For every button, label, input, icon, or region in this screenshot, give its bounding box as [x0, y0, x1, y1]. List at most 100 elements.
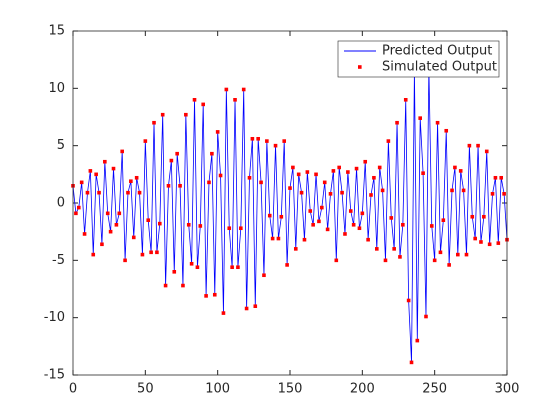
marker [322, 180, 327, 185]
y-tick-label: -15 [44, 368, 65, 383]
x-tick-label: 300 [495, 382, 520, 397]
marker [461, 188, 466, 193]
marker [198, 224, 203, 228]
marker [204, 294, 208, 298]
marker [91, 252, 96, 257]
marker [438, 250, 443, 255]
marker [473, 236, 477, 241]
marker [435, 120, 440, 125]
marker [201, 102, 205, 107]
marker [82, 232, 87, 236]
marker [88, 169, 93, 173]
marker [403, 98, 408, 102]
x-tick-label: 50 [137, 382, 154, 397]
marker [372, 175, 376, 180]
marker [366, 237, 370, 242]
marker [265, 139, 269, 143]
marker [317, 219, 321, 224]
marker [348, 209, 353, 213]
marker [444, 128, 449, 133]
marker [398, 255, 402, 259]
marker [210, 151, 214, 156]
marker [192, 98, 197, 102]
y-tick-label: 10 [48, 81, 65, 96]
marker [487, 242, 492, 247]
marker [288, 186, 292, 190]
marker [415, 338, 420, 343]
y-tick-label: 5 [57, 138, 65, 153]
marker [270, 236, 275, 241]
marker [325, 227, 330, 232]
marker [363, 159, 368, 164]
marker [166, 184, 171, 188]
marker [131, 235, 136, 240]
legend-label: Predicted Output [382, 44, 492, 59]
marker [97, 190, 101, 195]
y-tick-label: 0 [57, 196, 65, 211]
marker [328, 192, 333, 196]
marker [291, 165, 295, 170]
marker [389, 216, 394, 220]
x-tick-label: 0 [69, 382, 77, 397]
marker [129, 179, 133, 184]
marker [189, 261, 194, 266]
marker [453, 165, 457, 170]
marker [76, 205, 81, 210]
marker [215, 130, 220, 134]
marker [143, 139, 148, 143]
marker [117, 211, 122, 216]
marker [308, 209, 313, 213]
marker [432, 258, 437, 263]
marker [134, 175, 139, 180]
marker [470, 214, 475, 219]
marker [241, 87, 246, 92]
marker [401, 222, 405, 227]
marker [218, 173, 223, 178]
marker [467, 143, 472, 148]
marker [221, 311, 226, 315]
x-tick-label: 150 [278, 382, 303, 397]
marker [256, 136, 260, 141]
marker [105, 211, 110, 216]
marker [429, 224, 434, 228]
marker [267, 213, 272, 218]
marker [244, 306, 249, 311]
x-tick-label: 250 [422, 382, 447, 397]
marker [314, 172, 318, 177]
marker [169, 158, 174, 163]
marker [158, 221, 162, 226]
marker [184, 112, 188, 117]
marker [337, 165, 341, 170]
marker [293, 247, 298, 251]
marker [441, 218, 446, 222]
marker [175, 151, 179, 156]
marker [160, 112, 165, 117]
marker [502, 192, 506, 196]
marker [146, 218, 151, 222]
marker [447, 263, 451, 267]
marker [456, 252, 460, 257]
y-tick-label: -10 [44, 310, 65, 325]
marker [357, 226, 362, 231]
marker [354, 166, 359, 171]
marker [253, 304, 258, 308]
legend-label: Simulated Output [382, 60, 497, 75]
marker [311, 222, 315, 227]
marker [320, 205, 324, 210]
marker [386, 139, 391, 143]
marker [273, 143, 278, 148]
marker [450, 188, 454, 193]
marker [490, 192, 495, 196]
marker [207, 180, 211, 185]
marker [302, 237, 307, 242]
plot-area [73, 31, 507, 375]
x-tick-label: 100 [205, 382, 230, 397]
marker [259, 180, 263, 185]
marker [392, 247, 396, 251]
marker [340, 190, 344, 195]
marker [360, 211, 365, 216]
marker [230, 265, 234, 270]
marker [421, 171, 425, 175]
marker [126, 190, 130, 195]
